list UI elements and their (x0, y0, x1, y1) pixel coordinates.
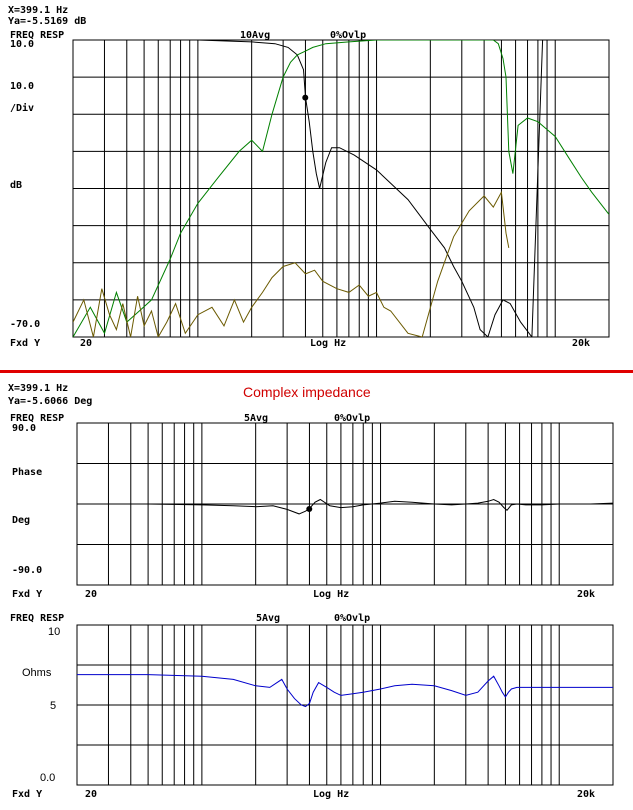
impedance-panel: FREQ RESP 5Avg 0%Ovlp 10 Ohms 5 0.0 Fxd … (10, 613, 614, 800)
x-axis-right-label: 20k (572, 338, 590, 349)
series-line-2 (73, 190, 510, 337)
series-line-1 (73, 40, 609, 337)
panel-header-ovlp: 0%Ovlp (334, 413, 370, 424)
series-line-0 (77, 498, 613, 515)
x-axis-mode-label: Fxd Y (10, 338, 40, 349)
x-axis-mode-label: Fxd Y (12, 789, 42, 800)
x-axis-center-label: Log Hz (313, 589, 349, 600)
y-axis-top-label: 90.0 (12, 423, 36, 434)
cursor-marker (306, 506, 313, 513)
panel-divider (0, 370, 633, 373)
x-axis-mode-label: Fxd Y (12, 589, 42, 600)
panel-header-left: FREQ RESP (10, 413, 64, 424)
cursor-marker (302, 94, 309, 101)
panel-header-avg: 5Avg (256, 613, 280, 624)
phase-plot (76, 422, 614, 586)
y-axis-scale-label: 10.0 (10, 81, 34, 92)
y-axis-unit-label: Ohms (22, 667, 52, 679)
phase-panel: X=399.1 Hz Ya=-5.6066 Deg FREQ RESP 5Avg… (8, 383, 614, 600)
freq-response-plot (72, 39, 610, 338)
series-line-0 (73, 40, 609, 337)
y-axis-mid-label: 5 (50, 700, 56, 712)
x-axis-right-label: 20k (577, 789, 595, 800)
x-axis-center-label: Log Hz (310, 338, 346, 349)
y-axis-div-label: /Div (10, 102, 34, 114)
panel-header-ovlp: 0%Ovlp (330, 30, 366, 41)
readout-x: X=399.1 Hz (8, 383, 68, 394)
x-axis-right-label: 20k (577, 589, 595, 600)
series-line-0 (77, 674, 613, 708)
x-axis-left-label: 20 (85, 589, 97, 600)
x-axis-center-label: Log Hz (313, 789, 349, 800)
y-axis-bottom-label: 0.0 (40, 772, 55, 784)
panel-header-left: FREQ RESP (10, 613, 64, 624)
freq-response-panel: X=399.1 Hz Ya=-5.5169 dB FREQ RESP 10Avg… (8, 5, 610, 349)
y-axis-mid-label: Phase (12, 467, 42, 478)
impedance-plot (76, 624, 614, 786)
x-axis-left-label: 20 (80, 338, 92, 349)
y-axis-top-label: 10 (48, 626, 60, 638)
y-axis-bottom-label: -70.0 (10, 319, 40, 330)
readout-y: Ya=-5.6066 Deg (8, 396, 92, 407)
y-axis-unit-label: Deg (12, 515, 30, 526)
panel-header-left: FREQ RESP (10, 30, 64, 41)
panel-header-ovlp: 0%Ovlp (334, 613, 370, 624)
readout-x: X=399.1 Hz (8, 5, 68, 16)
page-title: Complex impedance (243, 384, 371, 400)
readout-y: Ya=-5.5169 dB (8, 16, 86, 27)
y-axis-top-label: 10.0 (10, 39, 34, 50)
panel-header-avg: 10Avg (240, 30, 270, 41)
x-axis-left-label: 20 (85, 789, 97, 800)
y-axis-unit-label: dB (10, 180, 22, 191)
panel-header-avg: 5Avg (244, 413, 268, 424)
y-axis-bottom-label: -90.0 (12, 565, 42, 576)
